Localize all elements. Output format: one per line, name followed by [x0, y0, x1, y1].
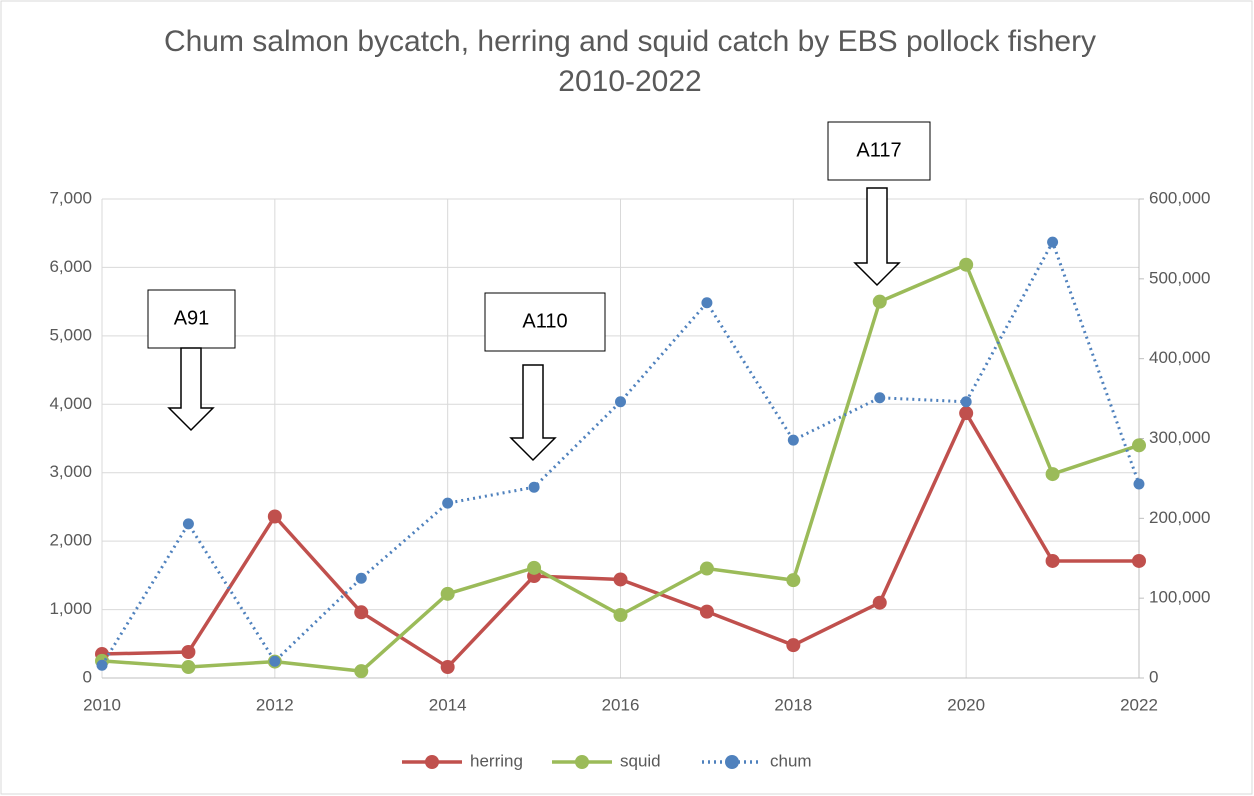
point: [1047, 236, 1059, 248]
legend-label: squid: [620, 751, 661, 770]
x-tick-label: 2016: [602, 695, 640, 714]
y2-tick-label: 600,000: [1149, 188, 1210, 207]
point: [442, 497, 454, 509]
point: [1045, 467, 1060, 482]
point: [528, 481, 540, 493]
annotation-arrow: [509, 364, 557, 462]
y2-tick-label: 500,000: [1149, 268, 1210, 287]
point: [613, 572, 628, 587]
point: [959, 257, 974, 272]
point: [699, 561, 714, 576]
annotation-text: A117: [856, 139, 901, 161]
point: [182, 518, 194, 530]
point: [960, 396, 972, 408]
point: [181, 660, 196, 675]
legend-marker: [425, 755, 439, 769]
point: [527, 560, 542, 575]
point: [354, 605, 369, 620]
point: [1133, 478, 1145, 490]
y-tick-label: 0: [83, 667, 92, 686]
y2-tick-label: 200,000: [1149, 508, 1210, 527]
point: [701, 297, 713, 309]
x-tick-label: 2014: [429, 695, 467, 714]
y-tick-label: 5,000: [49, 325, 92, 344]
y2-tick-label: 0: [1149, 667, 1158, 686]
point: [872, 595, 887, 610]
y2-tick-label: 400,000: [1149, 348, 1210, 367]
annotation-text: A91: [174, 307, 210, 329]
point: [872, 294, 887, 309]
point: [959, 406, 974, 421]
x-tick-label: 2018: [774, 695, 812, 714]
x-tick-label: 2010: [83, 695, 121, 714]
point: [787, 434, 799, 446]
point: [786, 638, 801, 653]
chart-subtitle: 2010-2022: [558, 65, 702, 98]
point: [1132, 438, 1146, 453]
y-tick-label: 2,000: [49, 531, 92, 550]
point: [440, 586, 455, 601]
point: [699, 604, 714, 619]
annotation-box: [484, 292, 606, 352]
annotation-box: [147, 289, 236, 349]
legend-marker: [725, 755, 739, 769]
point: [96, 659, 108, 671]
y-tick-label: 1,000: [49, 599, 92, 618]
point: [613, 608, 628, 623]
annotation-arrow: [167, 347, 215, 432]
y-tick-label: 3,000: [49, 462, 92, 481]
point: [355, 572, 367, 584]
y2-tick-label: 100,000: [1149, 588, 1210, 607]
legend-marker: [575, 755, 589, 769]
annotation-arrow: [853, 187, 901, 287]
legend-label: chum: [770, 751, 812, 770]
point: [615, 396, 626, 408]
point: [269, 655, 281, 667]
point: [267, 509, 282, 524]
title-block: Chum salmon bycatch, herring and squid c…: [150, 22, 1110, 102]
x-tick-label: 2020: [947, 695, 985, 714]
point: [354, 664, 369, 679]
y-tick-label: 6,000: [49, 257, 92, 276]
point: [1132, 553, 1146, 568]
point: [440, 660, 455, 675]
annotation-text: A110: [522, 310, 567, 332]
point: [874, 392, 886, 404]
point: [786, 573, 801, 588]
legend-label: herring: [470, 751, 523, 770]
y2-tick-label: 300,000: [1149, 428, 1210, 447]
y-tick-label: 4,000: [49, 394, 92, 413]
y-tick-label: 7,000: [49, 188, 92, 207]
x-tick-label: 2022: [1120, 695, 1158, 714]
annotation-box: [827, 121, 931, 181]
chart-title: Chum salmon bycatch, herring and squid c…: [163, 25, 1097, 58]
point: [1045, 553, 1060, 568]
x-tick-label: 2012: [256, 695, 294, 714]
point: [181, 644, 196, 659]
